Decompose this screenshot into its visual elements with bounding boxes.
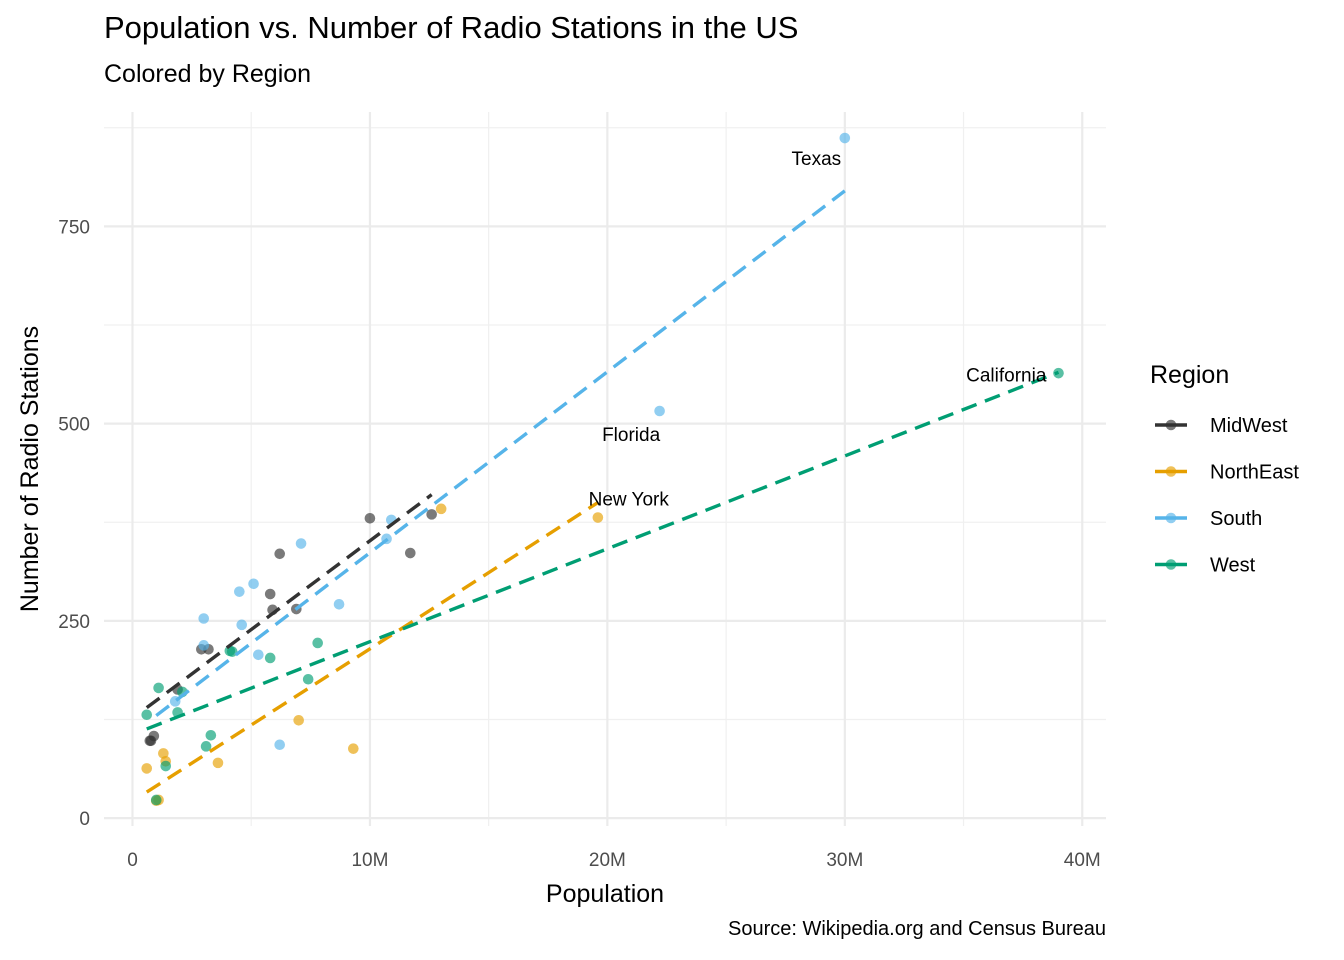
data-point-west: [205, 729, 217, 741]
y-axis-title: Number of Radio Stations: [16, 326, 44, 612]
data-point-midwest: [148, 730, 160, 742]
data-point-west: [302, 673, 314, 685]
legend-label: West: [1210, 555, 1256, 577]
legend-key-point: [1165, 512, 1177, 524]
trend-line-west: [146, 370, 1060, 731]
data-point-west: [264, 652, 276, 664]
data-point-northeast: [348, 743, 359, 754]
point-label: Texas: [792, 149, 842, 170]
point-label: Florida: [602, 425, 661, 446]
data-point-northeast: [592, 512, 604, 523]
point-label: California: [966, 366, 1047, 387]
y-tick-label: 250: [58, 612, 90, 633]
legend-label: NorthEast: [1210, 462, 1299, 484]
data-point-midwest: [364, 513, 376, 524]
data-point-midwest: [426, 509, 437, 520]
chart-title: Population vs. Number of Radio Stations …: [104, 10, 799, 45]
data-point-northeast: [141, 763, 153, 774]
x-tick-label: 40M: [1064, 850, 1101, 871]
legend-key-point: [1165, 466, 1177, 477]
data-point-south: [839, 132, 851, 144]
data-point-south: [654, 405, 665, 417]
legend-key-point: [1165, 559, 1177, 570]
data-point-south: [333, 599, 345, 610]
data-point-south: [234, 586, 245, 597]
chart-caption: Source: Wikipedia.org and Census Bureau: [728, 918, 1106, 940]
trend-line-midwest: [145, 493, 433, 710]
data-point-south: [198, 613, 210, 624]
data-point-west: [200, 741, 212, 752]
x-tick-label: 20M: [589, 850, 626, 871]
y-tick-label: 500: [58, 415, 90, 436]
data-point-south: [198, 640, 210, 651]
data-point-south: [248, 578, 259, 590]
data-point-midwest: [404, 547, 416, 559]
legend-label: South: [1210, 508, 1262, 530]
chart-subtitle: Colored by Region: [104, 60, 312, 88]
data-point-northeast: [212, 757, 224, 769]
data-point-midwest: [264, 588, 276, 600]
x-tick-label: 30M: [826, 850, 863, 871]
data-point-south: [253, 649, 264, 661]
data-point-west: [226, 646, 238, 657]
y-tick-label: 0: [79, 809, 90, 830]
trend-line-south: [155, 189, 846, 717]
data-point-northeast: [293, 714, 305, 726]
data-point-south: [295, 538, 307, 549]
data-point-west: [312, 637, 323, 649]
point-label: New York: [589, 490, 670, 511]
legend-title: Region: [1150, 361, 1229, 389]
trend-line-northeast: [145, 501, 599, 794]
data-point-west: [150, 794, 162, 806]
y-tick-label: 750: [58, 217, 90, 238]
data-point-south: [274, 739, 286, 751]
x-tick-label: 0: [127, 850, 138, 871]
legend-label: MidWest: [1210, 415, 1288, 437]
data-point-west: [160, 760, 172, 772]
data-point-northeast: [435, 503, 447, 515]
x-tick-label: 10M: [351, 850, 388, 871]
data-point-south: [236, 619, 248, 631]
data-point-west: [141, 709, 153, 721]
legend-key-point: [1165, 419, 1177, 431]
data-point-west: [153, 682, 164, 694]
data-point-midwest: [274, 548, 286, 560]
x-axis-title: Population: [546, 880, 664, 908]
